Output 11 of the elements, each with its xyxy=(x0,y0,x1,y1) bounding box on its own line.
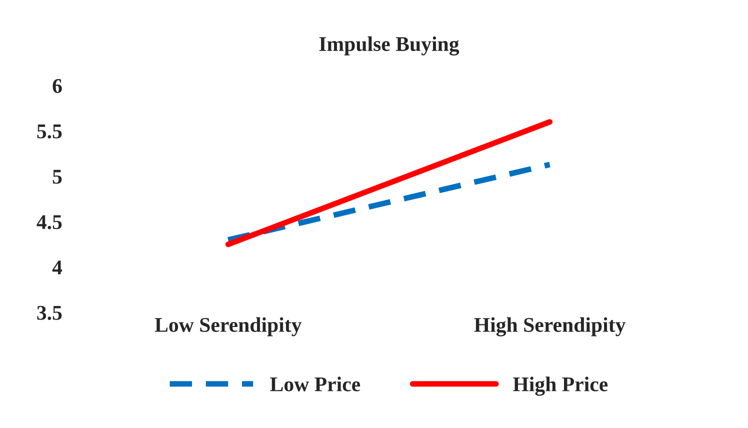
legend-label: High Price xyxy=(513,376,608,396)
y-tick-label: 4.5 xyxy=(36,215,62,230)
legend-label: Low Price xyxy=(270,376,360,392)
y-tick-label: 5 xyxy=(52,170,62,184)
x-tick-label: Low Serendipity xyxy=(154,317,302,336)
x-tick-label: High Serendipity xyxy=(474,317,626,336)
y-tick-label: 5.5 xyxy=(37,124,62,138)
y-tick-label: 3.5 xyxy=(37,306,62,320)
y-tick-label: 6 xyxy=(52,79,62,94)
y-tick-label: 4 xyxy=(52,260,62,274)
chart-title: Impulse Buying xyxy=(319,36,460,56)
